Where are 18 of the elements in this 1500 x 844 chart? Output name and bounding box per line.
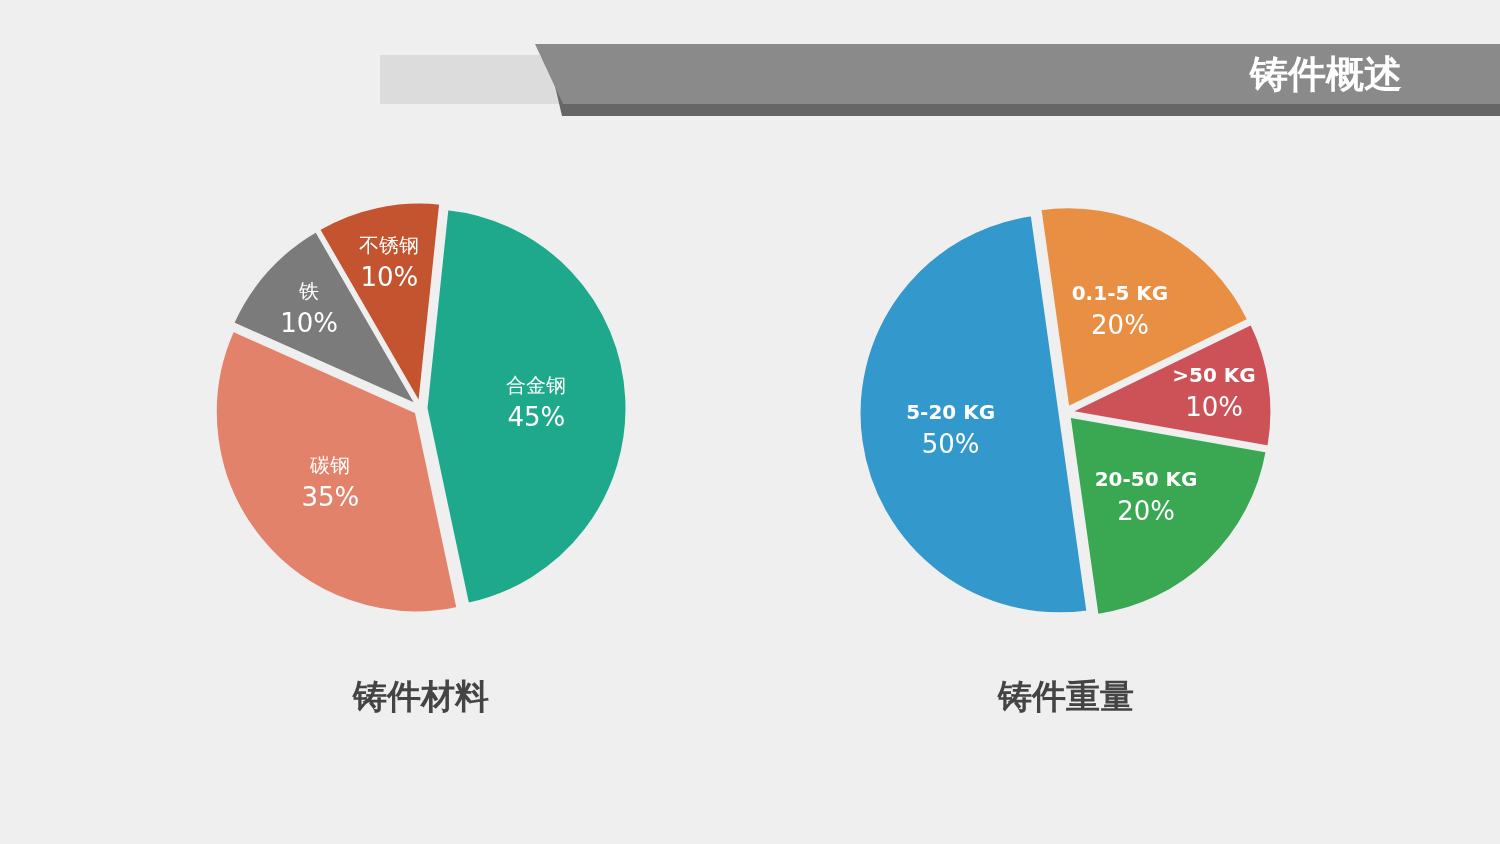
data-label: 20% [1091, 310, 1149, 341]
slice-label: 0.1-5 KG [1071, 281, 1169, 306]
data-label: 50% [921, 428, 980, 459]
data-label: 45% [507, 402, 566, 433]
data-label: 10% [360, 261, 419, 292]
slice-label: >50 KG [1172, 362, 1256, 387]
text: 铸件重量 [995, 675, 1134, 716]
slice-label: 20-50 KG [1094, 466, 1198, 491]
slice-label: 不锈钢 [359, 232, 420, 257]
slice-label: 铁 [298, 279, 320, 304]
data-label: 10% [280, 308, 338, 339]
slice-label: 合金钢 [506, 373, 567, 398]
data-label: 20% [1117, 495, 1175, 526]
slice-label: 碳钢 [309, 452, 351, 477]
slice-label: 5-20 KG [906, 399, 996, 424]
text: 铸件材料 [350, 675, 489, 716]
data-label: 35% [301, 481, 360, 512]
data-label: 10% [1185, 391, 1243, 422]
